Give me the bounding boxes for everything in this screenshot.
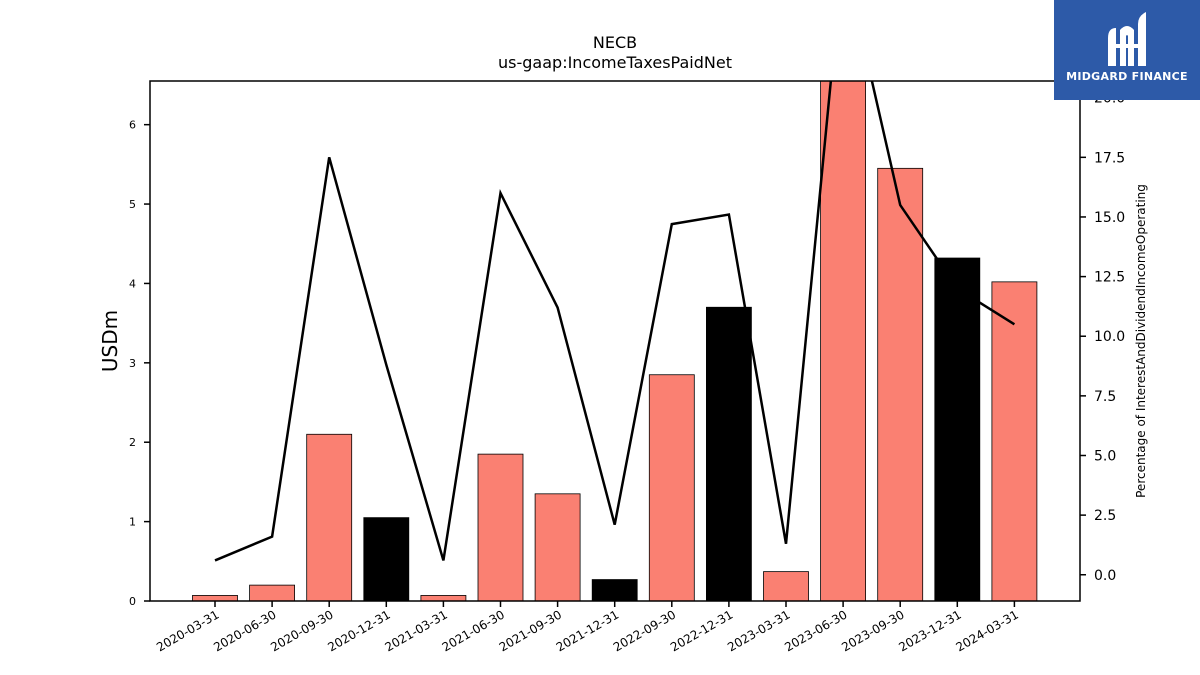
bar-2020-09-30 (306, 433, 353, 601)
bar-2021-06-30 (477, 453, 524, 601)
x-tick-label: 2023-06-30 (782, 607, 849, 654)
y2-axis-label: Percentage of InterestAndDividendIncomeO… (1134, 184, 1148, 498)
x-tick-label: 2021-09-30 (497, 607, 564, 654)
bar-2023-03-31 (763, 571, 809, 601)
bar-2023-09-30 (877, 167, 924, 601)
chart-subtitle: us-gaap:IncomeTaxesPaidNet (498, 53, 732, 72)
y2-tick-label: 2.5 (1094, 508, 1116, 524)
y-tick-label: 4 (129, 277, 136, 290)
bars-group (192, 81, 1038, 601)
midgard-logo-icon (1108, 12, 1146, 66)
y2-tick-label: 5.0 (1094, 448, 1116, 464)
y2-tick-label: 12.5 (1094, 270, 1125, 286)
x-tick-label: 2022-09-30 (611, 607, 678, 654)
y-axis-label: USDm (98, 310, 122, 372)
x-tick-label: 2020-09-30 (268, 607, 335, 654)
logo: MIDGARD FINANCE (1054, 0, 1200, 100)
x-tick-label: 2023-09-30 (839, 607, 906, 654)
y2-tick-label: 7.5 (1094, 389, 1116, 405)
bar-2021-03-31 (420, 595, 467, 601)
y2-tick-label: 0.0 (1094, 568, 1116, 584)
y2-tick-label: 15.0 (1094, 210, 1125, 226)
y-tick-label: 2 (129, 436, 136, 449)
y-tick-label: 1 (129, 516, 136, 529)
bar-2021-12-31 (591, 579, 638, 601)
bar-2023-12-31 (934, 257, 981, 601)
bar-2021-09-30 (534, 493, 581, 601)
x-tick-label: 2021-03-31 (382, 607, 449, 654)
y2-tick-label: 17.5 (1094, 150, 1125, 166)
logo-text: MIDGARD FINANCE (1066, 70, 1188, 83)
percentage-line (214, 81, 1016, 562)
y2-tick-label: 10.0 (1094, 329, 1125, 345)
chart-title: NECB (593, 33, 637, 52)
y-axis-right: 0.02.55.07.510.012.515.017.520.0 (1080, 91, 1125, 584)
bar-2023-06-30 (820, 81, 866, 601)
bar-2024-03-31 (991, 281, 1038, 601)
x-tick-label: 2020-03-31 (154, 607, 221, 654)
x-axis: 2020-03-312020-06-302020-09-302020-12-31… (154, 601, 1021, 654)
x-tick-label: 2020-12-31 (325, 607, 392, 654)
y-tick-label: 0 (129, 595, 136, 608)
bar-2020-06-30 (249, 584, 296, 601)
x-tick-label: 2023-03-31 (725, 607, 792, 654)
x-tick-label: 2021-06-30 (440, 607, 507, 654)
y-tick-label: 5 (129, 198, 136, 211)
x-tick-label: 2020-06-30 (211, 607, 278, 654)
y-tick-label: 3 (129, 357, 136, 370)
x-tick-label: 2022-12-31 (668, 607, 735, 654)
line-group (214, 81, 1016, 562)
bar-2020-12-31 (363, 517, 410, 601)
bar-2022-12-31 (706, 306, 752, 601)
x-tick-label: 2023-12-31 (896, 607, 963, 654)
y-axis-left: 0 1 2 3 4 5 6 (129, 119, 150, 608)
bar-2022-09-30 (648, 374, 695, 601)
x-tick-label: 2021-12-31 (554, 607, 621, 654)
bar-2020-03-31 (192, 595, 238, 601)
y-tick-label: 6 (129, 119, 136, 132)
x-tick-label: 2024-03-31 (953, 607, 1020, 654)
